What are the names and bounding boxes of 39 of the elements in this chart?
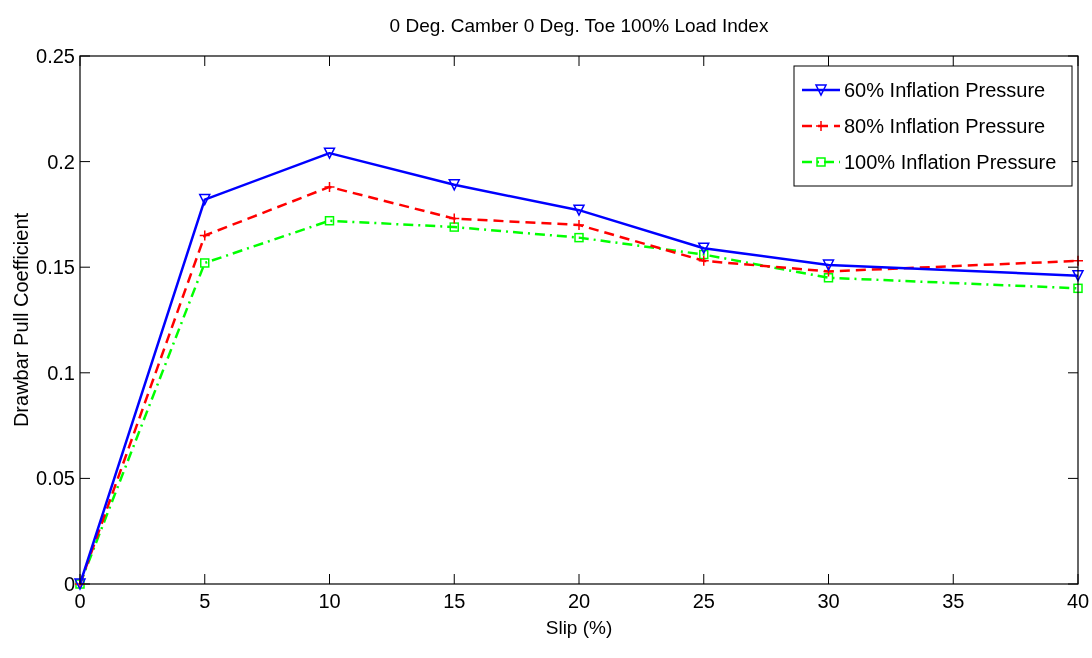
point — [324, 215, 335, 226]
y-tick-label: 0.2 — [47, 150, 75, 173]
point — [199, 229, 211, 242]
point — [823, 273, 834, 283]
y-tick-label: 0.1 — [47, 361, 75, 384]
point — [574, 232, 584, 243]
x-tick-label: 20 — [567, 590, 591, 612]
point — [323, 147, 336, 159]
point — [822, 259, 835, 271]
y-axis-title: Drawbar Pull Coefficient — [10, 212, 32, 428]
point — [822, 265, 835, 278]
point — [573, 204, 585, 216]
point — [1073, 283, 1083, 294]
point — [448, 179, 460, 191]
x-tick-label: 10 — [318, 590, 341, 612]
point — [1072, 269, 1084, 282]
point — [199, 193, 211, 206]
point — [323, 181, 336, 193]
x-tick-label: 15 — [443, 590, 466, 612]
chart-title: 0 Deg. Camber 0 Deg. Toe 100% Load Index — [389, 15, 769, 36]
point — [449, 222, 459, 232]
x-tick-label: 5 — [199, 590, 211, 612]
x-tick-label: 35 — [942, 590, 965, 612]
x-tick-label: 25 — [692, 590, 715, 612]
point — [200, 258, 210, 268]
legend-label: 60% Inflation Pressure — [844, 79, 1046, 101]
x-tick-label: 30 — [817, 590, 840, 612]
legend-label: 80% Inflation Pressure — [844, 115, 1046, 137]
y-tick-label: 0.15 — [36, 256, 75, 279]
x-tick-label: 40 — [1066, 590, 1090, 612]
point — [699, 249, 709, 260]
y-tick-label: 0.05 — [36, 467, 75, 490]
point — [698, 242, 710, 254]
point — [448, 212, 460, 225]
point — [698, 255, 710, 267]
y-tick-label: 0 — [63, 573, 75, 595]
legend-label: 100% Inflation Pressure — [844, 151, 1057, 173]
y-tick-label: 0.25 — [36, 45, 75, 67]
x-axis-title: Slip (%) — [545, 617, 613, 638]
